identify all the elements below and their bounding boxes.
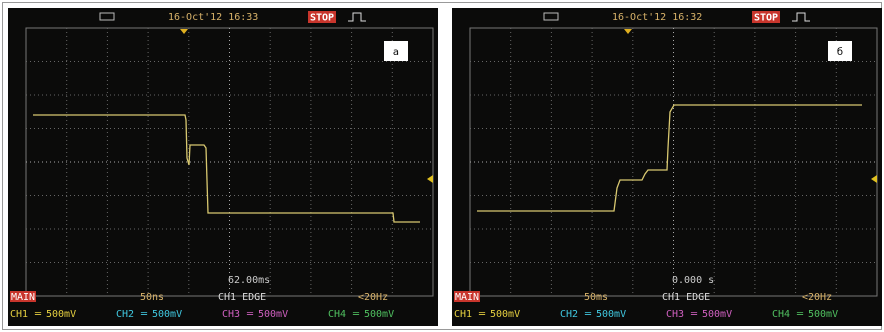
channel-scale: 500mV xyxy=(46,309,76,320)
datetime: 16-Oct'12 16:32 xyxy=(612,12,702,23)
channel-scale: 500mV xyxy=(258,309,288,320)
scope-screen: 16-Oct'12 16:33 STOP а 62.00ms MAIN 50ns CH1 E… xyxy=(8,8,438,326)
channel-scale: 500mV xyxy=(808,309,838,320)
coupling-icon: ═ xyxy=(34,309,42,320)
channel-name: CH1 xyxy=(10,309,28,320)
mode: MAIN xyxy=(11,292,35,303)
page: 16-Oct'12 16:33 STOP а 62.00ms MAIN 50ns CH1 E… xyxy=(0,0,884,332)
channel-name: CH3 xyxy=(222,309,240,320)
time-readout: 62.00ms xyxy=(228,275,270,286)
panel-label: а xyxy=(393,47,399,58)
channel-name: CH3 xyxy=(666,309,684,320)
frequency: <20Hz xyxy=(358,292,388,303)
channel-name: CH2 xyxy=(560,309,578,320)
frequency: <20Hz xyxy=(802,292,832,303)
timebase: 50ns xyxy=(140,292,164,303)
channel-name: CH2 xyxy=(116,309,134,320)
trigger: CH1 EDGE xyxy=(218,292,266,303)
scope-screen: 16-Oct'12 16:32 STOP б 0.000 s MAIN 50ms CH1 E… xyxy=(452,8,882,326)
trigger: CH1 EDGE xyxy=(662,292,710,303)
status: STOP xyxy=(310,13,334,24)
panel-label: б xyxy=(837,47,843,58)
coupling-icon: ═ xyxy=(584,309,592,320)
channel-name: CH1 xyxy=(454,309,472,320)
timebase: 50ms xyxy=(584,292,608,303)
coupling-icon: ═ xyxy=(352,309,360,320)
screen-bg xyxy=(8,8,438,326)
status: STOP xyxy=(754,13,778,24)
time-readout: 0.000 s xyxy=(672,275,714,286)
channel-scale: 500mV xyxy=(490,309,520,320)
mode: MAIN xyxy=(455,292,479,303)
coupling-icon: ═ xyxy=(796,309,804,320)
channel-scale: 500mV xyxy=(702,309,732,320)
datetime: 16-Oct'12 16:33 xyxy=(168,12,258,23)
coupling-icon: ═ xyxy=(246,309,254,320)
channel-scale: 500mV xyxy=(152,309,182,320)
coupling-icon: ═ xyxy=(478,309,486,320)
channel-name: CH4 xyxy=(772,309,790,320)
coupling-icon: ═ xyxy=(140,309,148,320)
channel-name: CH4 xyxy=(328,309,346,320)
channel-scale: 500mV xyxy=(596,309,626,320)
channel-scale: 500mV xyxy=(364,309,394,320)
coupling-icon: ═ xyxy=(690,309,698,320)
